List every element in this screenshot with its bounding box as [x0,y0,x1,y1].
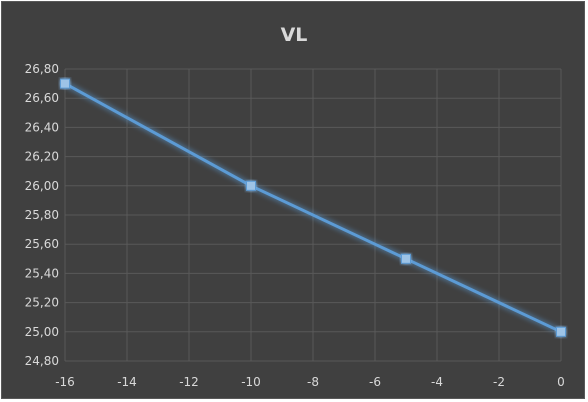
y-tick-label: 25,00 [25,325,59,339]
data-point-marker [60,78,70,89]
x-tick-label: -2 [493,375,505,389]
y-tick-label: 26,40 [25,120,59,134]
y-tick-label: 24,80 [25,354,59,368]
y-tick-label: 26,80 [25,62,59,76]
x-tick-label: -14 [117,375,137,389]
series-line-group [60,78,566,337]
x-tick-label: -8 [307,375,319,389]
series-line [64,82,562,334]
data-point-marker [556,326,566,337]
data-point-marker [246,180,256,191]
x-tick-label: 0 [557,375,565,389]
y-tick-label: 25,60 [25,237,59,251]
x-axis-tick-labels: -16 -14 -12 -10 -8 -6 -4 -2 0 [55,375,565,389]
y-tick-label: 25,40 [25,266,59,280]
chart-title: VL [280,24,308,46]
y-axis-tick-labels: 24,80 25,00 25,20 25,40 25,60 25,80 26,00 26,20… [25,62,59,368]
x-tick-label: -4 [431,375,443,389]
y-tick-label: 26,00 [25,179,59,193]
y-tick-label: 25,20 [25,296,59,310]
y-tick-label: 26,20 [25,150,59,164]
data-point-marker [401,253,411,264]
x-tick-label: -12 [179,375,199,389]
y-tick-label: 25,80 [25,208,59,222]
x-tick-label: -16 [55,375,75,389]
y-tick-label: 26,60 [25,91,59,105]
x-tick-label: -10 [241,375,261,389]
x-tick-label: -6 [369,375,381,389]
